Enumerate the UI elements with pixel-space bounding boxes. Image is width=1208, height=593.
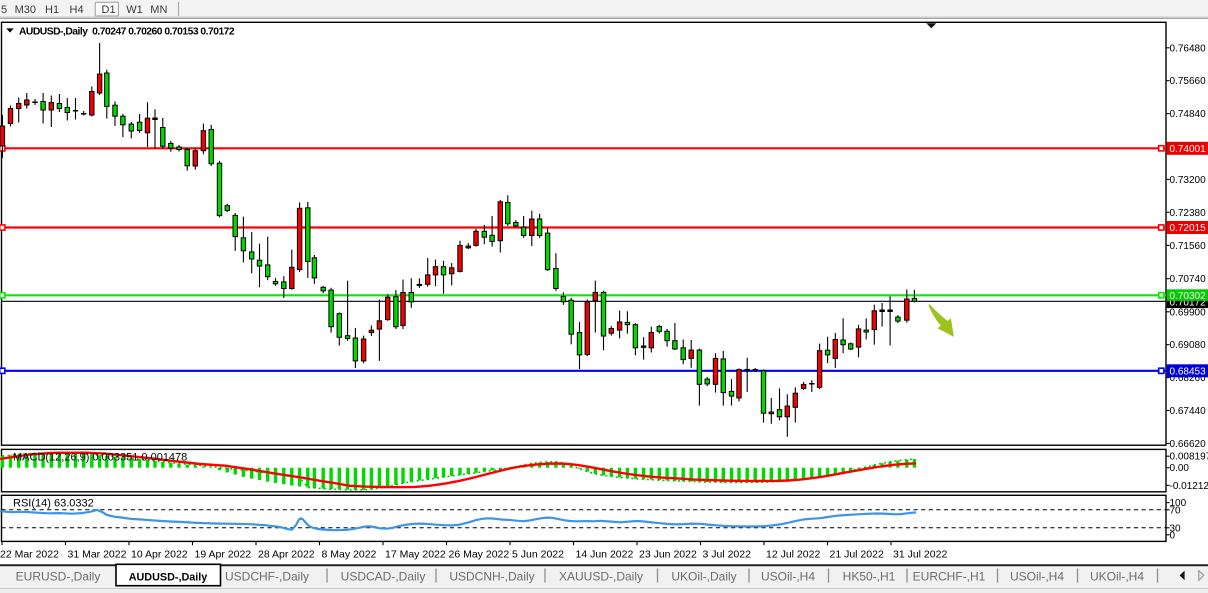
svg-text:0.75660: 0.75660 xyxy=(1170,76,1207,87)
svg-text:USDCAD-,Daily: USDCAD-,Daily xyxy=(341,570,426,584)
svg-text:30: 30 xyxy=(1170,523,1182,534)
svg-text:D1: D1 xyxy=(102,4,116,16)
svg-text:100: 100 xyxy=(1170,498,1187,509)
svg-text:USOil-,H4: USOil-,H4 xyxy=(1010,570,1064,584)
svg-text:0.68453: 0.68453 xyxy=(1170,367,1207,378)
svg-text:UKOil-,H4: UKOil-,H4 xyxy=(1090,570,1144,584)
svg-text:31 Jul 2022: 31 Jul 2022 xyxy=(893,549,947,561)
svg-text:0.67440: 0.67440 xyxy=(1170,406,1207,417)
svg-text:5: 5 xyxy=(1,4,7,16)
svg-text:28 Apr 2022: 28 Apr 2022 xyxy=(258,549,315,561)
svg-text:0.69900: 0.69900 xyxy=(1170,307,1207,318)
svg-text:8 May 2022: 8 May 2022 xyxy=(322,549,377,561)
svg-text:22 Mar 2022: 22 Mar 2022 xyxy=(0,549,59,561)
svg-text:0.70172: 0.70172 xyxy=(1170,297,1207,308)
svg-text:RSI(14) 63.0332: RSI(14) 63.0332 xyxy=(13,498,94,510)
svg-text:MN: MN xyxy=(150,4,167,16)
svg-text:EURUSD-,Daily: EURUSD-,Daily xyxy=(16,570,101,584)
svg-text:31 Mar 2022: 31 Mar 2022 xyxy=(68,549,127,561)
svg-text:0.68260: 0.68260 xyxy=(1170,373,1207,384)
svg-text:0.66620: 0.66620 xyxy=(1170,439,1207,450)
svg-text:HK50-,H1: HK50-,H1 xyxy=(843,570,896,584)
svg-text:23 Jun 2022: 23 Jun 2022 xyxy=(639,549,697,561)
svg-text:0.69080: 0.69080 xyxy=(1170,340,1207,351)
svg-text:UKOil-,Daily: UKOil-,Daily xyxy=(671,570,736,584)
svg-text:17 May 2022: 17 May 2022 xyxy=(385,549,446,561)
svg-text:0.71560: 0.71560 xyxy=(1170,241,1207,252)
svg-text:0.008197: 0.008197 xyxy=(1170,452,1208,463)
svg-text:AUDUSD-,Daily 0.70247 0.70260: AUDUSD-,Daily 0.70247 0.70260 0.70153 0.… xyxy=(19,27,235,38)
svg-text:MACD(12,26,9) 0.003351 0.00147: MACD(12,26,9) 0.003351 0.001478 xyxy=(13,452,187,464)
svg-text:14 Jun 2022: 14 Jun 2022 xyxy=(576,549,634,561)
svg-text:XAUUSD-,Daily: XAUUSD-,Daily xyxy=(559,570,643,584)
svg-text:26 May 2022: 26 May 2022 xyxy=(449,549,510,561)
svg-text:21 Jul 2022: 21 Jul 2022 xyxy=(830,549,884,561)
svg-text:USDCNH-,Daily: USDCNH-,Daily xyxy=(449,570,534,584)
svg-text:0.00: 0.00 xyxy=(1170,463,1190,474)
svg-text:H4: H4 xyxy=(70,4,84,16)
svg-text:USDCHF-,Daily: USDCHF-,Daily xyxy=(225,570,309,584)
svg-text:0.72015: 0.72015 xyxy=(1170,223,1207,234)
svg-text:AUDUSD-,Daily: AUDUSD-,Daily xyxy=(129,572,208,584)
svg-text:3 Jul 2022: 3 Jul 2022 xyxy=(703,549,752,561)
svg-text:W1: W1 xyxy=(126,4,143,16)
svg-text:5 Jun 2022: 5 Jun 2022 xyxy=(512,549,564,561)
svg-text:0: 0 xyxy=(1170,530,1176,541)
svg-text:0.72380: 0.72380 xyxy=(1170,208,1207,219)
svg-text:0.74840: 0.74840 xyxy=(1170,109,1207,120)
svg-text:70: 70 xyxy=(1170,505,1182,516)
svg-text:EURCHF-,H1: EURCHF-,H1 xyxy=(913,570,986,584)
svg-text:0.70302: 0.70302 xyxy=(1170,291,1207,302)
svg-text:10 Apr 2022: 10 Apr 2022 xyxy=(131,549,188,561)
svg-text:19 Apr 2022: 19 Apr 2022 xyxy=(195,549,252,561)
svg-text:0.76480: 0.76480 xyxy=(1170,43,1207,54)
svg-text:0.73200: 0.73200 xyxy=(1170,175,1207,186)
svg-text:H1: H1 xyxy=(45,4,59,16)
svg-text:12 Jul 2022: 12 Jul 2022 xyxy=(766,549,820,561)
svg-text:M30: M30 xyxy=(15,4,36,16)
svg-text:0.74001: 0.74001 xyxy=(1170,144,1207,155)
svg-text:USOil-,H4: USOil-,H4 xyxy=(761,570,815,584)
svg-text:0.70740: 0.70740 xyxy=(1170,274,1207,285)
